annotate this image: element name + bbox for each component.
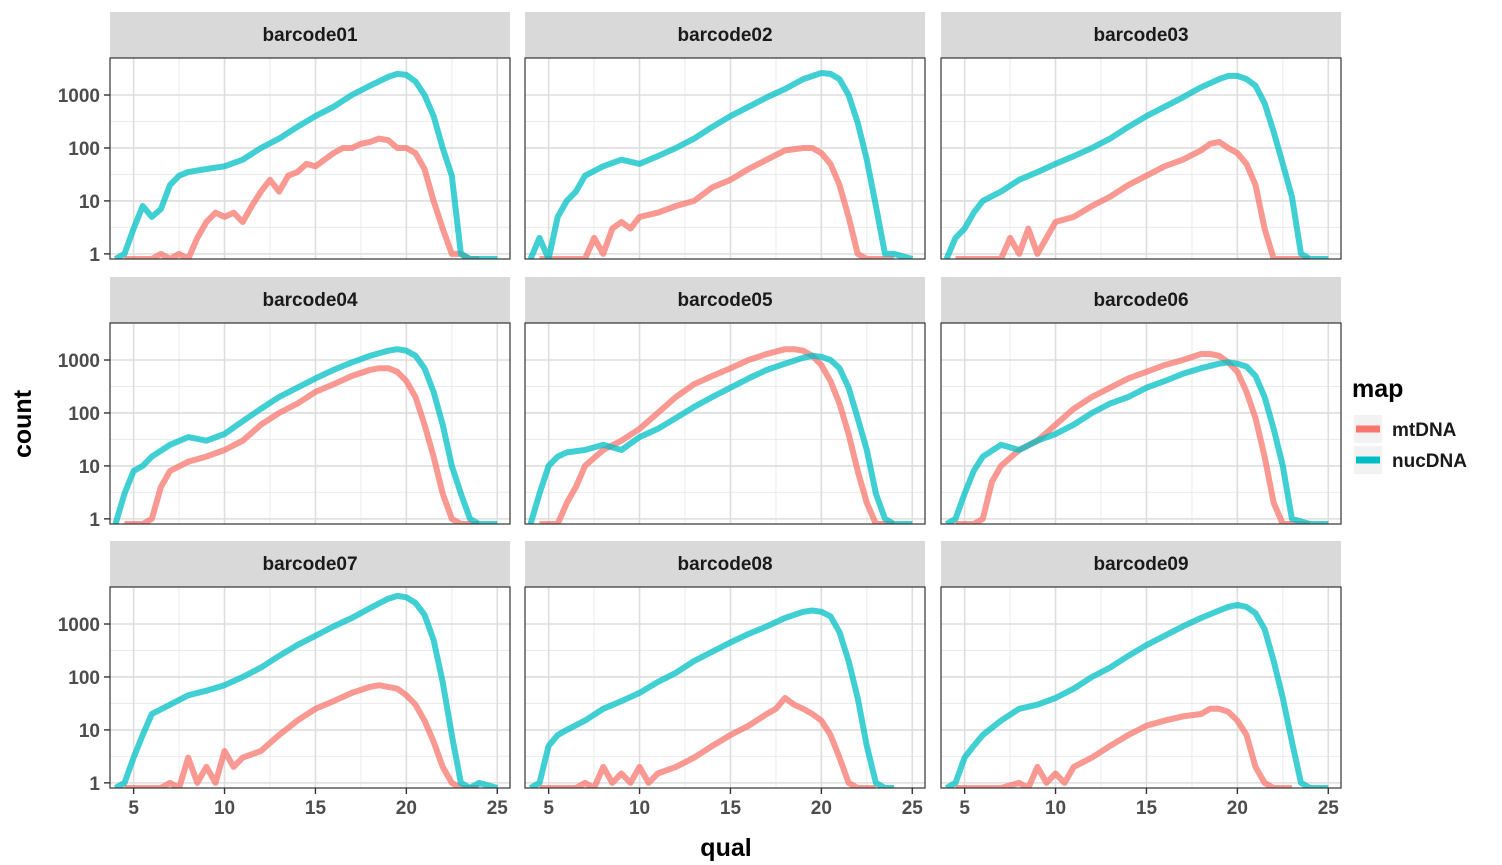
series-line-nucdna <box>527 70 914 259</box>
panel-background <box>525 58 925 259</box>
facet-panel-barcode02: barcode02 <box>524 12 926 260</box>
facet-panel-barcode08: barcode08 5 10 15 20 25 <box>524 541 926 819</box>
y-tick-label: 1 <box>89 510 100 531</box>
facet-panel-barcode06: barcode06 <box>940 277 1342 525</box>
y-tick-label: 10 <box>79 457 100 478</box>
series-line-mtdna <box>955 351 1311 524</box>
x-tick-label: 20 <box>811 798 832 819</box>
series-line-nucdna <box>945 601 1329 788</box>
series-line-mtdna <box>955 138 1311 259</box>
facet-panel-barcode07: barcode07 1 10 100 1000 5 10 15 20 25 <box>58 541 511 819</box>
series-line-nucdna <box>112 346 498 524</box>
strip-background <box>941 12 1341 58</box>
panel-background <box>941 587 1341 788</box>
series-line-mtdna <box>124 135 480 259</box>
x-tick-label: 10 <box>1045 798 1066 819</box>
legend-label-mtdna: mtDNA <box>1392 420 1457 441</box>
strip-label: barcode01 <box>262 25 357 46</box>
strip-label: barcode05 <box>677 290 772 311</box>
strip-background <box>525 277 925 323</box>
y-tick-label: 1000 <box>58 615 100 636</box>
y-tick-label: 1000 <box>58 351 100 372</box>
facet-panel-barcode01: barcode01 1 10 100 1000 <box>58 12 511 266</box>
y-axis-title: count <box>9 389 37 458</box>
strip-background <box>941 277 1341 323</box>
x-tick-label: 15 <box>720 798 742 819</box>
y-tick-label: 1 <box>89 245 100 266</box>
x-tick-label: 5 <box>543 798 554 819</box>
strip-label: barcode04 <box>262 290 357 311</box>
panel-border <box>109 322 511 525</box>
strip-background <box>110 277 510 323</box>
panel-border <box>109 586 511 789</box>
y-tick-label: 100 <box>68 404 100 425</box>
legend: map mtDNA nucDNA <box>1352 375 1467 474</box>
x-axis-title: qual <box>700 834 751 862</box>
panel-background <box>110 323 510 524</box>
x-tick-label: 10 <box>214 798 235 819</box>
facet-panels: barcode01 1 10 100 1000 barcode02 barcode03 bar… <box>58 12 1342 819</box>
facet-panel-barcode03: barcode03 <box>940 12 1342 260</box>
x-tick-label: 20 <box>1227 798 1248 819</box>
facet-panel-barcode04: barcode04 1 10 100 1000 <box>58 277 511 531</box>
panel-border <box>524 57 926 260</box>
strip-background <box>941 541 1341 587</box>
series-line-nucdna <box>943 72 1329 259</box>
series-line-mtdna <box>124 682 480 788</box>
strip-label: barcode09 <box>1093 554 1188 575</box>
y-tick-label: 10 <box>79 721 100 742</box>
x-tick-label: 25 <box>1318 798 1340 819</box>
strip-label: barcode06 <box>1093 290 1188 311</box>
y-tick-label: 1 <box>89 774 100 795</box>
y-tick-label: 10 <box>79 192 100 213</box>
panel-border <box>940 322 1342 525</box>
strip-background <box>525 12 925 58</box>
x-tick-label: 15 <box>305 798 327 819</box>
strip-background <box>110 541 510 587</box>
panel-background <box>941 58 1341 259</box>
y-tick-label: 100 <box>68 668 100 689</box>
strip-label: barcode02 <box>677 25 772 46</box>
legend-title: map <box>1352 375 1403 403</box>
series-line-mtdna <box>539 346 895 524</box>
strip-background <box>525 541 925 587</box>
series-line-nucdna <box>529 607 895 788</box>
series-line-mtdna <box>124 365 480 524</box>
facet-panel-barcode09: barcode09 5 10 15 20 25 <box>940 541 1342 819</box>
series-line-nucdna <box>114 592 499 788</box>
x-tick-label: 25 <box>487 798 509 819</box>
panel-background <box>525 587 925 788</box>
y-tick-label: 1000 <box>58 86 100 107</box>
panel-background <box>110 587 510 788</box>
panel-border <box>109 57 511 260</box>
panel-border <box>524 322 926 525</box>
series-line-nucdna <box>945 359 1329 524</box>
strip-label: barcode07 <box>262 554 357 575</box>
y-tick-label: 100 <box>68 139 100 160</box>
strip-background <box>110 12 510 58</box>
panel-border <box>524 586 926 789</box>
panel-border <box>940 586 1342 789</box>
strip-label: barcode08 <box>677 554 772 575</box>
strip-label: barcode03 <box>1093 25 1188 46</box>
x-tick-label: 15 <box>1136 798 1158 819</box>
series-line-mtdna <box>539 695 876 788</box>
x-tick-label: 5 <box>959 798 970 819</box>
x-tick-label: 5 <box>128 798 139 819</box>
x-tick-label: 20 <box>396 798 417 819</box>
series-line-mtdna <box>539 145 895 259</box>
panel-border <box>940 57 1342 260</box>
panel-background <box>110 58 510 259</box>
panel-background <box>941 323 1341 524</box>
series-line-nucdna <box>527 352 913 524</box>
series-line-mtdna <box>955 705 1292 788</box>
legend-label-nucdna: nucDNA <box>1392 451 1467 472</box>
x-tick-label: 25 <box>902 798 924 819</box>
x-tick-label: 10 <box>629 798 650 819</box>
series-line-nucdna <box>114 70 498 259</box>
facet-panel-barcode05: barcode05 <box>524 277 926 525</box>
